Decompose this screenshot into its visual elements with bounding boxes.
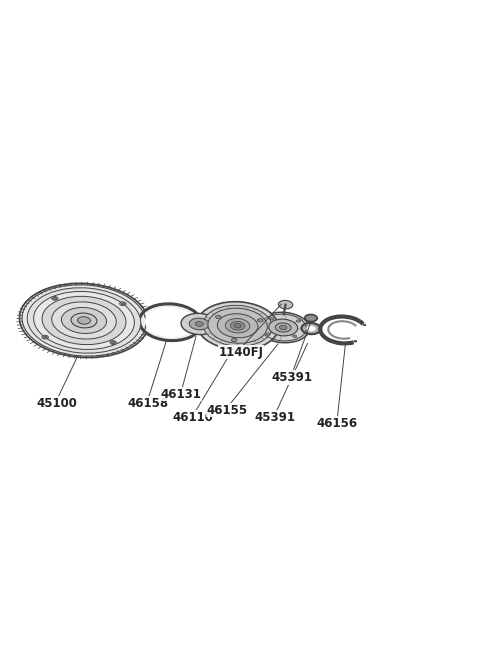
Ellipse shape — [276, 323, 291, 332]
Ellipse shape — [71, 313, 97, 328]
Ellipse shape — [181, 313, 217, 335]
Ellipse shape — [279, 326, 287, 329]
Ellipse shape — [269, 319, 298, 336]
Ellipse shape — [53, 297, 56, 299]
Ellipse shape — [61, 307, 107, 333]
Ellipse shape — [112, 342, 115, 343]
Text: 46131: 46131 — [161, 388, 202, 401]
Text: 46155: 46155 — [206, 403, 248, 417]
Ellipse shape — [208, 309, 267, 343]
Ellipse shape — [296, 320, 300, 322]
Text: 46110: 46110 — [173, 411, 214, 424]
Text: 1140FJ: 1140FJ — [218, 346, 264, 359]
Ellipse shape — [145, 307, 196, 337]
Ellipse shape — [278, 301, 293, 309]
Ellipse shape — [121, 303, 124, 305]
Ellipse shape — [266, 333, 270, 335]
Ellipse shape — [226, 318, 250, 333]
Ellipse shape — [195, 322, 203, 326]
Ellipse shape — [203, 305, 272, 346]
Ellipse shape — [270, 318, 274, 320]
Ellipse shape — [354, 341, 357, 342]
Ellipse shape — [363, 324, 366, 326]
Ellipse shape — [20, 284, 148, 358]
Text: 45100: 45100 — [36, 397, 77, 409]
Ellipse shape — [257, 319, 263, 322]
Ellipse shape — [51, 297, 58, 300]
Ellipse shape — [234, 324, 241, 328]
Text: 45391: 45391 — [254, 411, 295, 424]
Ellipse shape — [44, 336, 47, 338]
Ellipse shape — [120, 302, 126, 306]
Ellipse shape — [110, 341, 117, 345]
Ellipse shape — [231, 338, 237, 342]
Text: 46156: 46156 — [317, 417, 358, 430]
Ellipse shape — [78, 317, 90, 324]
Ellipse shape — [27, 288, 141, 353]
Ellipse shape — [216, 315, 221, 318]
Ellipse shape — [257, 312, 310, 343]
Ellipse shape — [301, 323, 321, 334]
Ellipse shape — [189, 318, 209, 330]
Ellipse shape — [305, 314, 317, 322]
Text: 46158: 46158 — [127, 397, 168, 409]
Ellipse shape — [197, 302, 278, 350]
Text: 45391: 45391 — [271, 371, 312, 384]
Ellipse shape — [42, 296, 126, 345]
Ellipse shape — [306, 326, 316, 331]
Ellipse shape — [52, 302, 116, 339]
Ellipse shape — [217, 314, 258, 338]
Ellipse shape — [292, 335, 297, 337]
Ellipse shape — [42, 335, 48, 339]
Ellipse shape — [34, 291, 134, 350]
Ellipse shape — [230, 322, 245, 330]
Ellipse shape — [139, 304, 202, 341]
